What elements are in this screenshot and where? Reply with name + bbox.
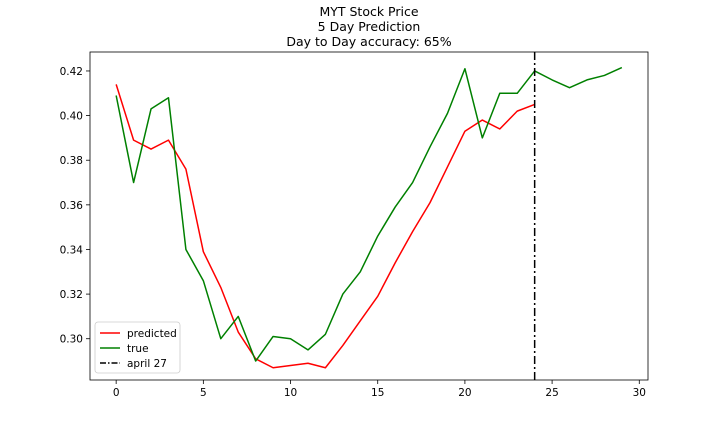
chart-title-line-1: MYT Stock Price (319, 4, 418, 19)
legend-label-predicted: predicted (127, 328, 177, 340)
plot-area (89, 51, 649, 381)
axis-ticks: 0 5 10 15 20 25 30 0.30 0.32 0.34 0.36 0.38 0.40 0.42 (60, 66, 646, 399)
series-line-predicted (115, 84, 535, 369)
y-tick-label: 0.36 (60, 200, 84, 212)
y-tick-label: 0.42 (60, 66, 83, 78)
x-tick-label: 20 (458, 387, 471, 399)
series-line-true (115, 66, 623, 362)
y-tick-label: 0.40 (60, 111, 83, 123)
legend: predicted true april 27 (94, 321, 181, 374)
x-tick-label: 0 (113, 387, 120, 399)
y-tick-label: 0.38 (60, 155, 83, 167)
legend-box (94, 321, 181, 374)
x-tick-label: 15 (371, 387, 384, 399)
y-tick-label: 0.34 (60, 244, 84, 256)
x-tick-label: 25 (545, 387, 558, 399)
chart-title-line-3: Day to Day accuracy: 65% (286, 34, 451, 49)
series-lines (115, 66, 623, 369)
x-tick-label: 10 (284, 387, 297, 399)
y-tick-label: 0.30 (60, 334, 83, 346)
chart-title-line-2: 5 Day Prediction (318, 19, 421, 34)
legend-label-april-27: april 27 (127, 358, 167, 370)
x-tick-label: 5 (200, 387, 207, 399)
legend-label-true: true (127, 343, 149, 355)
x-tick-label: 30 (633, 387, 646, 399)
y-tick-label: 0.32 (60, 289, 83, 301)
